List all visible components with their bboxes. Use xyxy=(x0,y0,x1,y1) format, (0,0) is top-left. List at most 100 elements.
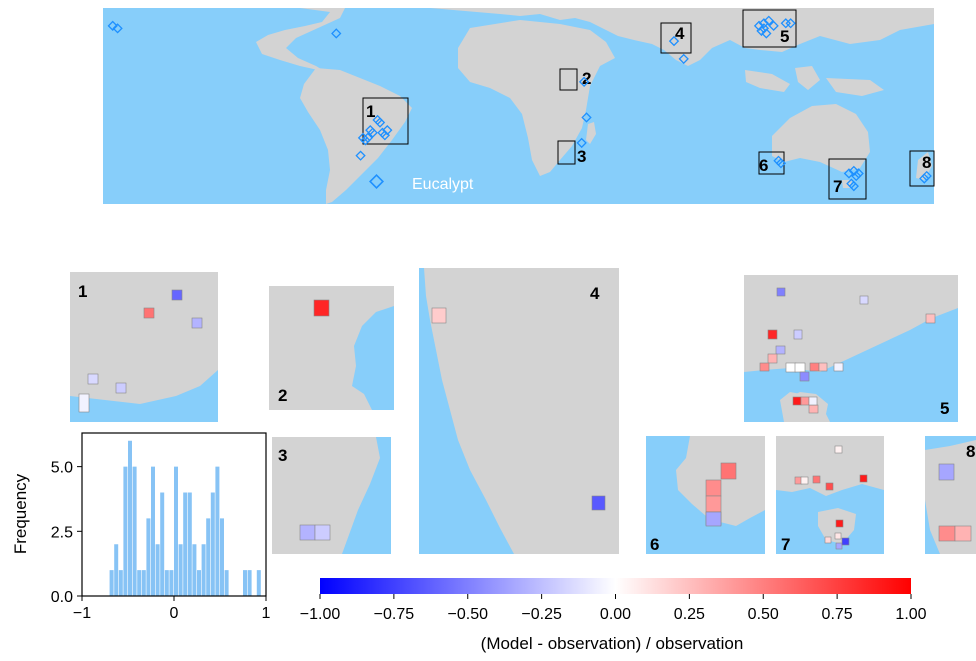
site-marker xyxy=(382,125,393,136)
data-cell xyxy=(812,475,821,484)
data-cell xyxy=(841,537,850,546)
panel-6: 6 xyxy=(646,436,765,554)
land-africa xyxy=(458,20,615,176)
histogram-bar xyxy=(128,440,132,596)
land-australia xyxy=(772,104,870,172)
site-marker xyxy=(578,76,590,87)
region-box-5 xyxy=(742,9,797,48)
panel-5-ocean xyxy=(744,308,958,422)
histogram-bar xyxy=(164,570,169,596)
panel-8-land xyxy=(925,440,976,554)
histogram-bar xyxy=(169,570,174,596)
site-marker xyxy=(843,168,855,179)
histogram-bar xyxy=(178,544,183,596)
colorbar-tick-label: 0.25 xyxy=(674,606,705,623)
site-marker xyxy=(668,35,680,47)
land-southeast-asia xyxy=(745,66,884,96)
colorbar-tick-label: 0.75 xyxy=(822,606,853,623)
data-cell xyxy=(808,396,818,406)
x-tick-label: 1 xyxy=(262,605,271,622)
site-marker xyxy=(758,23,770,34)
x-tick-label: −1 xyxy=(73,605,91,622)
world-map: 1 2 3 4 5 6 7 8 Eucalypt xyxy=(103,8,935,204)
data-cell xyxy=(705,479,722,497)
data-cell xyxy=(705,495,722,513)
data-cell xyxy=(835,542,843,550)
panel-label-5: 5 xyxy=(940,399,949,418)
site-marker xyxy=(367,127,378,138)
site-markers xyxy=(107,15,932,192)
data-cell xyxy=(314,524,331,541)
data-cell xyxy=(954,525,972,542)
histogram-bar xyxy=(210,492,215,596)
histogram-bar xyxy=(174,466,178,596)
land-south-america xyxy=(300,68,412,204)
histogram-bar xyxy=(183,492,188,596)
data-cell xyxy=(825,482,834,491)
panel-label-4: 4 xyxy=(590,284,600,303)
site-marker xyxy=(921,170,932,182)
site-marker xyxy=(374,117,386,128)
data-cell xyxy=(720,462,737,480)
site-marker xyxy=(848,165,859,177)
region-label-6: 6 xyxy=(759,156,768,175)
panel-4-land xyxy=(424,268,619,554)
panel-2: 2 xyxy=(269,286,394,410)
site-marker xyxy=(360,135,371,146)
colorbar-ticks: −1.00 −0.75 −0.50 −0.25 0.00 0.25 0.50 0.75 1.00 xyxy=(300,594,927,623)
data-cell xyxy=(833,362,844,372)
region-box-2 xyxy=(559,68,578,91)
site-marker xyxy=(678,53,689,65)
data-cell xyxy=(767,353,778,364)
site-marker xyxy=(331,28,342,39)
data-cell xyxy=(799,371,810,382)
site-marker xyxy=(775,158,787,169)
panel-2-ocean xyxy=(352,306,394,410)
region-box-3 xyxy=(557,140,576,165)
histogram-bar xyxy=(141,570,146,596)
data-cell xyxy=(800,476,809,485)
site-marker xyxy=(107,20,118,31)
region-label-7: 7 xyxy=(833,177,842,196)
histogram: −1 0 1 0.0 2.5 5.0 Frequency xyxy=(11,432,271,622)
panel-4: 4 xyxy=(419,268,619,554)
land-madagascar xyxy=(586,122,596,144)
data-cell xyxy=(299,524,316,541)
panel-1-ocean xyxy=(70,370,218,422)
site-marker xyxy=(768,20,779,31)
data-cell xyxy=(775,345,786,355)
data-cell xyxy=(143,307,155,319)
histogram-bar xyxy=(192,544,197,596)
histogram-bar xyxy=(160,492,165,596)
data-cell xyxy=(808,404,819,414)
data-cell xyxy=(792,396,802,406)
site-marker xyxy=(112,23,123,34)
data-cell xyxy=(834,445,843,454)
region-label-4: 4 xyxy=(675,24,685,43)
histogram-bar xyxy=(206,518,211,596)
histogram-bar xyxy=(247,570,252,596)
land-north-america xyxy=(210,8,350,96)
histogram-bar xyxy=(151,466,155,596)
colorbar-tick-label: −0.25 xyxy=(521,606,562,623)
panel-label-3: 3 xyxy=(278,446,287,465)
panel-1: 1 xyxy=(70,272,218,422)
colorbar-gradient xyxy=(320,578,911,594)
histogram-x-ticks: −1 0 1 xyxy=(73,596,271,622)
histogram-bar xyxy=(155,544,160,596)
site-marker xyxy=(753,20,765,31)
data-cell xyxy=(785,362,797,373)
data-cell xyxy=(87,373,99,385)
data-cell xyxy=(767,329,778,340)
legend-marker-icon xyxy=(369,174,384,189)
data-cell xyxy=(824,536,832,544)
panel-label-8: 8 xyxy=(966,442,975,461)
region-box-7 xyxy=(828,158,867,200)
colorbar-tick-label: −0.50 xyxy=(448,606,489,623)
histogram-bar xyxy=(123,466,128,596)
data-cell xyxy=(938,525,956,542)
histogram-bar xyxy=(187,492,192,596)
colorbar-tick-label: −0.75 xyxy=(374,606,415,623)
histogram-bar xyxy=(220,518,224,596)
